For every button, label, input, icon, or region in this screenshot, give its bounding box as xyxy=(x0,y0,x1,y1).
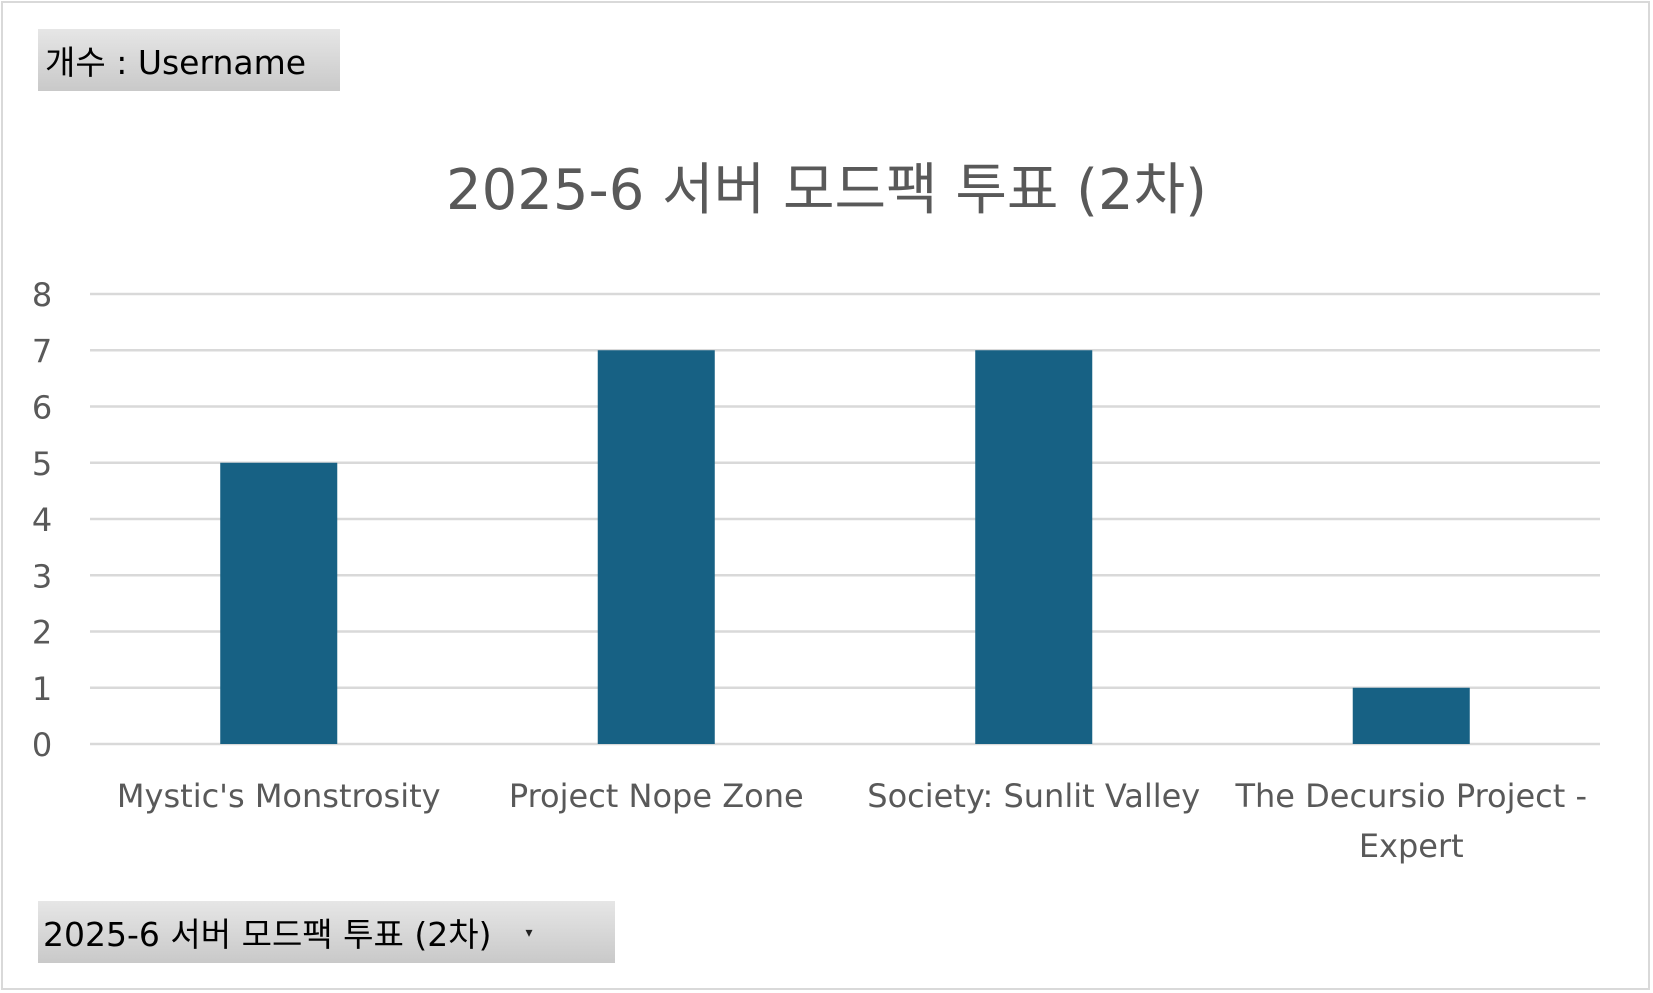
y-tick-label: 7 xyxy=(32,332,52,370)
filter-field-button[interactable]: 2025-6 서버 모드팩 투표 (2차) ▾ xyxy=(38,901,615,963)
x-tick-label: The Decursio Project - xyxy=(1234,777,1587,815)
bar xyxy=(597,350,715,744)
y-axis-ticks: 0 1 2 3 4 5 6 7 8 xyxy=(32,276,52,764)
x-axis-ticks: Mystic's Monstrosity Project Nope Zone Soc… xyxy=(117,777,1587,865)
bar xyxy=(1352,687,1470,744)
y-tick-label: 2 xyxy=(32,614,52,652)
bar xyxy=(220,462,338,744)
filter-field-label: 2025-6 서버 모드팩 투표 (2차) xyxy=(43,915,492,954)
gridlines xyxy=(90,292,1600,746)
x-tick-label: Mystic's Monstrosity xyxy=(117,777,441,815)
y-tick-label: 0 xyxy=(32,726,52,764)
x-tick-label: Society: Sunlit Valley xyxy=(867,777,1200,815)
dropdown-arrow-icon[interactable]: ▾ xyxy=(525,925,533,941)
y-tick-label: 3 xyxy=(32,557,52,595)
y-tick-label: 8 xyxy=(32,276,52,314)
y-tick-label: 6 xyxy=(32,389,52,427)
bar xyxy=(975,350,1093,744)
y-tick-label: 4 xyxy=(32,501,52,539)
bars xyxy=(220,350,1470,744)
y-tick-label: 5 xyxy=(32,445,52,483)
value-field-label: 개수 : Username xyxy=(45,43,307,82)
x-tick-label: Project Nope Zone xyxy=(509,777,804,815)
chart-title: 2025-6 서버 모드팩 투표 (2차) xyxy=(445,158,1208,223)
y-tick-label: 1 xyxy=(32,670,52,708)
value-field-button[interactable]: 개수 : Username xyxy=(38,29,340,91)
x-tick-label: Expert xyxy=(1359,827,1464,865)
